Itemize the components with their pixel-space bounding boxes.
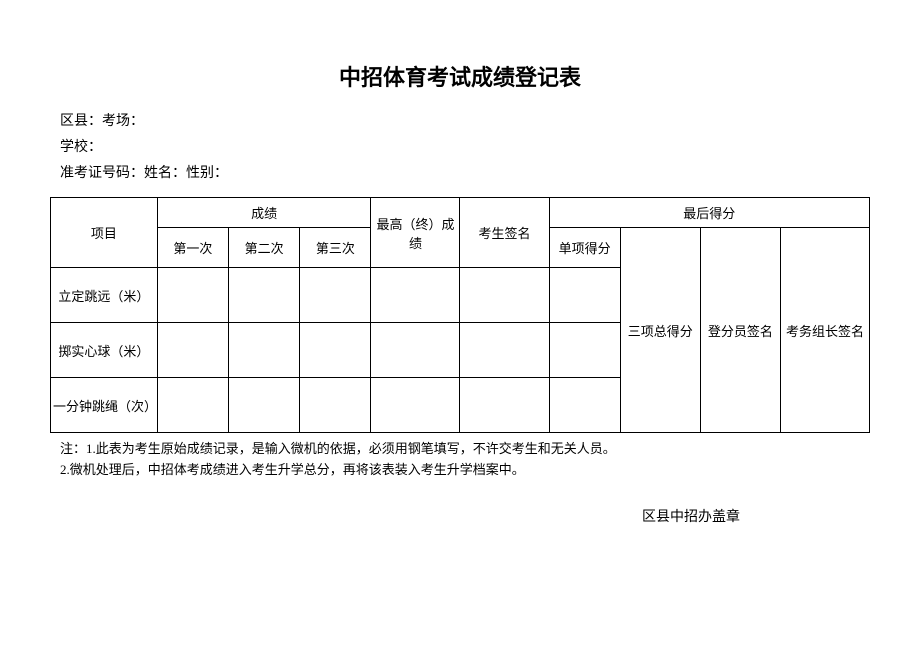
cell — [460, 323, 549, 378]
note-line-2: 2.微机处理后，中招体考成绩进入考生升学总分，再将该表装入考生升学档案中。 — [60, 460, 870, 481]
col-second: 第二次 — [229, 228, 300, 268]
cell — [229, 268, 300, 323]
col-final: 最后得分 — [549, 198, 870, 228]
header-line-2: 学校： — [60, 136, 870, 160]
row-label-1: 掷实心球（米） — [51, 323, 158, 378]
stamp-text: 区县中招办盖章 — [50, 506, 870, 526]
cell — [157, 323, 228, 378]
cell — [371, 268, 460, 323]
cell — [460, 378, 549, 433]
cell — [157, 268, 228, 323]
header-line-1: 区县：考场： — [60, 110, 870, 134]
score-table: 项目 成绩 最高（终）成绩 考生签名 最后得分 第一次 第二次 第三次 单项得分… — [50, 197, 870, 433]
header-line-3: 准考证号码：姓名：性别： — [60, 162, 870, 186]
row-label-2: 一分钟跳绳（次） — [51, 378, 158, 433]
row-label-0: 立定跳远（米） — [51, 268, 158, 323]
page-title: 中招体育考试成绩登记表 — [50, 60, 870, 92]
note-line-1: 注：1.此表为考生原始成绩记录，是输入微机的依据，必须用钢笔填写，不许交考生和无… — [60, 439, 870, 460]
cell — [300, 378, 371, 433]
cell — [300, 323, 371, 378]
col-single: 单项得分 — [549, 228, 620, 268]
col-third: 第三次 — [300, 228, 371, 268]
cell — [157, 378, 228, 433]
cell — [229, 323, 300, 378]
header-info: 区县：考场： 学校： 准考证号码：姓名：性别： — [50, 110, 870, 185]
table-header-row-1: 项目 成绩 最高（终）成绩 考生签名 最后得分 — [51, 198, 870, 228]
cell — [549, 378, 620, 433]
col-highest: 最高（终）成绩 — [371, 198, 460, 268]
col-leader: 考务组长签名 — [780, 228, 869, 433]
col-three-total: 三项总得分 — [620, 228, 700, 433]
cell — [229, 378, 300, 433]
col-scorer: 登分员签名 — [700, 228, 780, 433]
col-signature: 考生签名 — [460, 198, 549, 268]
notes: 注：1.此表为考生原始成绩记录，是输入微机的依据，必须用钢笔填写，不许交考生和无… — [50, 439, 870, 481]
col-first: 第一次 — [157, 228, 228, 268]
col-score: 成绩 — [157, 198, 371, 228]
cell — [549, 268, 620, 323]
cell — [371, 378, 460, 433]
cell — [371, 323, 460, 378]
cell — [300, 268, 371, 323]
col-project: 项目 — [51, 198, 158, 268]
cell — [460, 268, 549, 323]
cell — [549, 323, 620, 378]
